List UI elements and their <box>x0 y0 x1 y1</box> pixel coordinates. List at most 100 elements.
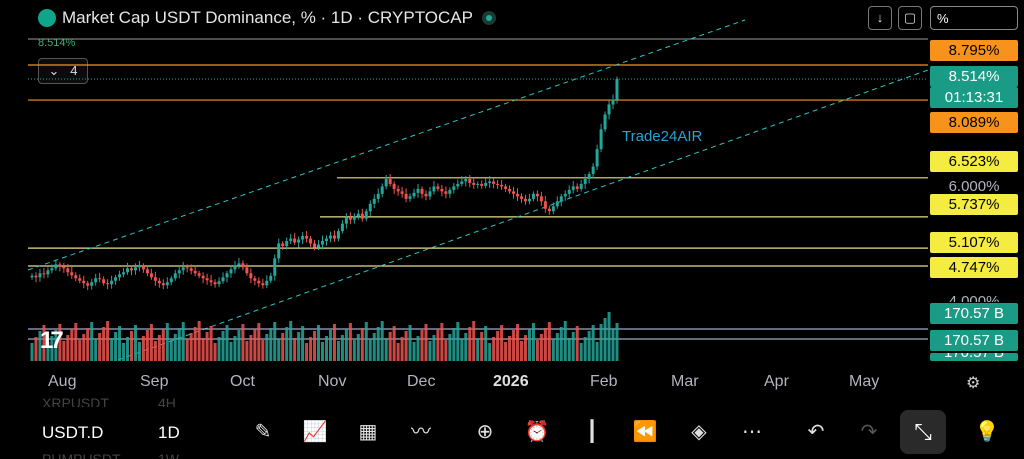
watchlist-next-interval[interactable]: 1W <box>158 451 179 459</box>
chart-header: Market Cap USDT Dominance, % · 1D · CRYP… <box>0 0 1024 36</box>
interval-label[interactable]: 1D <box>158 423 180 442</box>
download-icon[interactable]: ↓ <box>868 6 892 30</box>
candle-body <box>309 238 313 244</box>
settings-icon[interactable]: ⚙ <box>966 375 981 392</box>
volume-bar <box>344 329 348 361</box>
volume-bar <box>388 332 392 361</box>
x-tick-feb: Feb <box>590 373 618 390</box>
volume-label-3: 170.57 B <box>930 353 1018 361</box>
fullscreen-icon[interactable]: ⤡ <box>900 410 946 454</box>
more-icon[interactable]: ⋯ <box>742 421 762 443</box>
volume-bar <box>448 334 452 361</box>
percent-scale-button[interactable]: % <box>930 6 1018 30</box>
volume-bar <box>400 337 404 361</box>
volume-bar <box>539 334 543 361</box>
candle-body <box>571 186 575 190</box>
candle-body <box>145 269 149 274</box>
volume-bar <box>360 328 364 361</box>
candle-icon[interactable]: ┃ <box>585 421 599 443</box>
idea-icon[interactable]: 💡 <box>974 421 1000 443</box>
volume-bar <box>464 333 468 361</box>
volume-bar <box>392 326 396 361</box>
volume-bar <box>504 342 508 361</box>
candle-body <box>245 267 249 274</box>
volume-bar <box>468 327 472 361</box>
volume-bar <box>364 322 368 361</box>
volume-bar <box>285 327 289 361</box>
volume-bar <box>161 329 165 361</box>
volume-label-1: 170.57 B <box>930 303 1018 324</box>
candle-body <box>591 166 595 174</box>
volume-bar <box>273 322 277 361</box>
volume-bar <box>321 342 325 361</box>
volume-bar <box>70 329 74 361</box>
volume-bar <box>90 322 94 361</box>
x-tick-apr: Apr <box>764 373 789 390</box>
chart-icon[interactable]: 📈 <box>302 421 328 443</box>
candle-body <box>480 183 484 186</box>
indicators-collapse-button[interactable]: ⌄ 4 <box>38 58 88 84</box>
candle-body <box>78 278 82 281</box>
candle-body <box>217 281 221 285</box>
volume-bar <box>444 340 448 361</box>
alert-icon[interactable]: ⏰ <box>524 421 550 443</box>
auto-scale-icon[interactable]: ▢ <box>898 6 922 30</box>
candle-body <box>607 104 611 115</box>
rewind-icon[interactable]: ⏪ <box>632 421 658 443</box>
level-label-3: 5.107% <box>930 232 1018 253</box>
volume-bar <box>62 341 66 361</box>
grid-icon[interactable]: ▦ <box>358 421 378 443</box>
candle-body <box>508 188 512 192</box>
candle-body <box>360 213 364 219</box>
candle-body <box>157 280 161 284</box>
volume-bar <box>567 338 571 361</box>
redo-icon[interactable]: ↷ <box>860 421 878 443</box>
volume-bar <box>476 338 480 361</box>
volume-bar <box>587 331 591 361</box>
volume-bar <box>531 323 535 361</box>
candle-body <box>551 206 555 212</box>
bottom-toolbar: XRPUSDT 4H USDT.D 1D PUMPUSDT 1W <box>0 393 1024 459</box>
symbol-label[interactable]: USDT.D <box>42 423 104 442</box>
volume-bar <box>412 342 416 361</box>
candle-body <box>82 280 86 284</box>
volume-bar <box>516 324 520 361</box>
candle-body <box>38 273 42 278</box>
candle-body <box>126 268 130 273</box>
layers-icon[interactable]: ◈ <box>691 421 707 443</box>
candle-body <box>30 275 34 278</box>
volume-bar <box>305 343 309 361</box>
x-tick-nov: Nov <box>318 373 347 390</box>
watchlist-next-symbol[interactable]: PUMPUSDT <box>42 451 121 459</box>
candle-body <box>388 178 392 184</box>
candle-body <box>476 183 480 185</box>
volume-bar <box>424 324 428 361</box>
candle-body <box>177 270 181 274</box>
trend-icon[interactable]: 〰 <box>411 421 431 443</box>
candle-body <box>460 181 464 184</box>
volume-bar <box>348 323 352 361</box>
candle-body <box>133 267 137 271</box>
candle-body <box>364 211 368 219</box>
watchlist-prev-symbol[interactable]: XRPUSDT <box>42 395 109 407</box>
grid-label-4: 4.000% <box>930 294 1018 302</box>
watchlist-prev-interval[interactable]: 4H <box>158 395 176 407</box>
price-chart[interactable] <box>0 0 1024 393</box>
volume-bar <box>559 327 563 361</box>
pen-icon[interactable]: ✎ <box>254 421 272 443</box>
candle-body <box>289 238 293 242</box>
candle-body <box>46 270 50 275</box>
candle-body <box>229 269 233 274</box>
undo-icon[interactable]: ↶ <box>807 421 825 443</box>
candle-body <box>169 278 173 283</box>
candle-body <box>420 188 424 194</box>
candle-body <box>237 263 241 266</box>
candle-body <box>488 181 492 183</box>
candle-body <box>66 268 70 273</box>
volume-bar <box>484 326 488 361</box>
volume-bar <box>253 329 257 361</box>
volume-bar <box>74 323 78 361</box>
chart-title[interactable]: Market Cap USDT Dominance, % · 1D · CRYP… <box>62 8 473 27</box>
plus-circle-icon[interactable]: ⊕ <box>476 421 494 443</box>
volume-bar <box>126 337 130 361</box>
